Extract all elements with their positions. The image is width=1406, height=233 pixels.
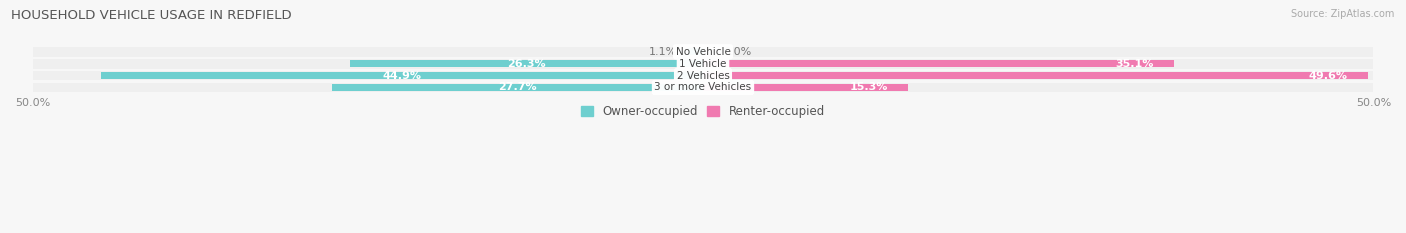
Text: 2 Vehicles: 2 Vehicles [676, 71, 730, 81]
Bar [101, 72, 703, 79]
Bar [32, 59, 1374, 69]
Text: 3 or more Vehicles: 3 or more Vehicles [654, 82, 752, 93]
Bar [32, 83, 1374, 92]
Bar [703, 72, 1368, 79]
Text: No Vehicle: No Vehicle [675, 47, 731, 57]
Bar [703, 60, 1174, 67]
Text: 15.3%: 15.3% [849, 82, 889, 93]
Bar [32, 71, 1374, 80]
Text: 49.6%: 49.6% [1309, 71, 1348, 81]
Bar [703, 84, 908, 91]
Text: Source: ZipAtlas.com: Source: ZipAtlas.com [1291, 9, 1395, 19]
Text: 27.7%: 27.7% [498, 82, 537, 93]
Text: 35.1%: 35.1% [1115, 59, 1153, 69]
Text: 26.3%: 26.3% [508, 59, 546, 69]
Bar [689, 48, 703, 55]
Bar [32, 47, 1374, 57]
Text: 1 Vehicle: 1 Vehicle [679, 59, 727, 69]
Bar [332, 84, 703, 91]
Text: 44.9%: 44.9% [382, 71, 422, 81]
Legend: Owner-occupied, Renter-occupied: Owner-occupied, Renter-occupied [581, 105, 825, 118]
Text: 0.0%: 0.0% [723, 47, 751, 57]
Text: HOUSEHOLD VEHICLE USAGE IN REDFIELD: HOUSEHOLD VEHICLE USAGE IN REDFIELD [11, 9, 292, 22]
Text: 1.1%: 1.1% [650, 47, 678, 57]
Bar [350, 60, 703, 67]
